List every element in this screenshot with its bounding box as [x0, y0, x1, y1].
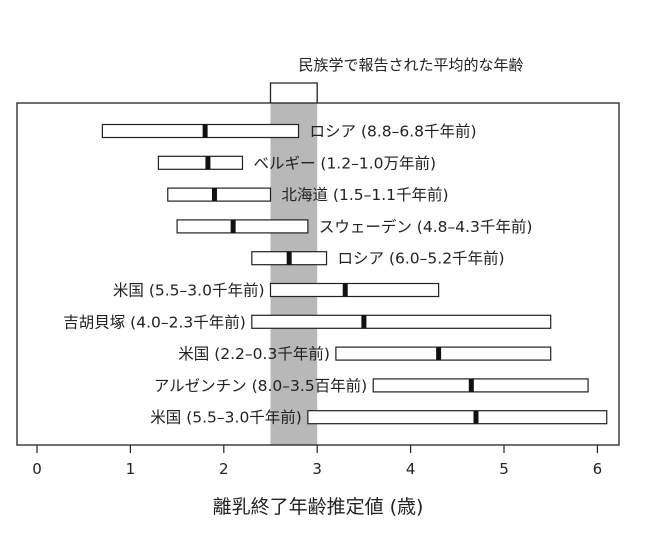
interval-box — [269, 282, 440, 298]
interval-row: ベルギー (1.2–1.0万年前) — [157, 154, 436, 172]
interval-box — [372, 378, 589, 393]
interval-box — [167, 187, 272, 202]
estimate-marker — [468, 378, 474, 392]
x-tick-label: 6 — [593, 460, 603, 478]
plot-frame — [16, 102, 620, 446]
x-tick-label: 4 — [406, 460, 416, 478]
interval-row: スウェーデン (4.8–4.3千年前) — [176, 217, 533, 236]
interval-box — [251, 314, 552, 329]
band-bracket — [269, 82, 318, 103]
estimate-marker — [211, 188, 217, 202]
interval-row: 吉胡貝塚 (4.0–2.3千年前) — [63, 313, 552, 331]
x-tick-label: 5 — [499, 460, 509, 478]
estimate-marker — [473, 410, 479, 424]
estimate-marker — [286, 251, 292, 265]
x-tick-label: 2 — [219, 460, 229, 478]
band-label: 民族学で報告された平均的な年齢 — [298, 56, 523, 74]
row-label: ロシア (8.8–6.8千年前) — [310, 123, 477, 141]
interval-rows: ロシア (8.8–6.8千年前) ベルギー (1.2–1.0万年前) 北海道 (1.… — [63, 123, 608, 427]
interval-row: 米国 (2.2–0.3千年前) — [178, 345, 552, 363]
interval-row: 米国 (5.5–3.0千年前) — [113, 282, 440, 300]
x-tick-label: 3 — [312, 460, 322, 478]
band-bracket-line — [269, 82, 318, 103]
interval-row: ロシア (8.8–6.8千年前) — [101, 123, 477, 141]
x-axis: 0 1 2 3 4 5 6 — [32, 445, 602, 478]
x-tick-label: 1 — [126, 460, 136, 478]
interval-row: アルゼンチン (8.0–3.5百年前) — [154, 377, 589, 395]
interval-box — [335, 346, 552, 361]
row-label: アルゼンチン (8.0–3.5百年前) — [154, 377, 367, 395]
row-label-highlight: 吉胡貝塚 (4.0–2.3千年前) — [63, 313, 246, 331]
row-label: 米国 (5.5–3.0千年前) — [150, 409, 302, 427]
interval-row: ロシア (6.0–5.2千年前) — [251, 250, 505, 268]
interval-row: 北海道 (1.5–1.1千年前) — [167, 186, 449, 204]
estimate-marker — [205, 156, 211, 170]
interval-box — [101, 123, 300, 139]
estimate-marker — [202, 124, 208, 138]
row-label: ベルギー (1.2–1.0万年前) — [253, 154, 436, 172]
interval-row: 米国 (5.5–3.0千年前) — [150, 409, 608, 427]
estimate-marker — [361, 315, 367, 329]
row-label: 米国 (5.5–3.0千年前) — [113, 282, 265, 300]
row-label: 北海道 (1.5–1.1千年前) — [282, 186, 449, 204]
interval-box — [157, 155, 244, 170]
interval-box — [307, 410, 608, 425]
estimate-marker — [436, 347, 442, 361]
shaded-band — [270, 103, 318, 445]
estimate-marker — [230, 219, 236, 233]
x-tick-label: 0 — [32, 460, 42, 478]
row-label: スウェーデン (4.8–4.3千年前) — [319, 217, 533, 236]
row-label: 米国 (2.2–0.3千年前) — [178, 345, 330, 363]
estimate-marker — [342, 283, 348, 297]
row-label: ロシア (6.0–5.2千年前) — [338, 250, 505, 268]
x-axis-label: 離乳終了年齢推定値 (歳) — [213, 496, 424, 518]
interval-box — [176, 219, 309, 234]
